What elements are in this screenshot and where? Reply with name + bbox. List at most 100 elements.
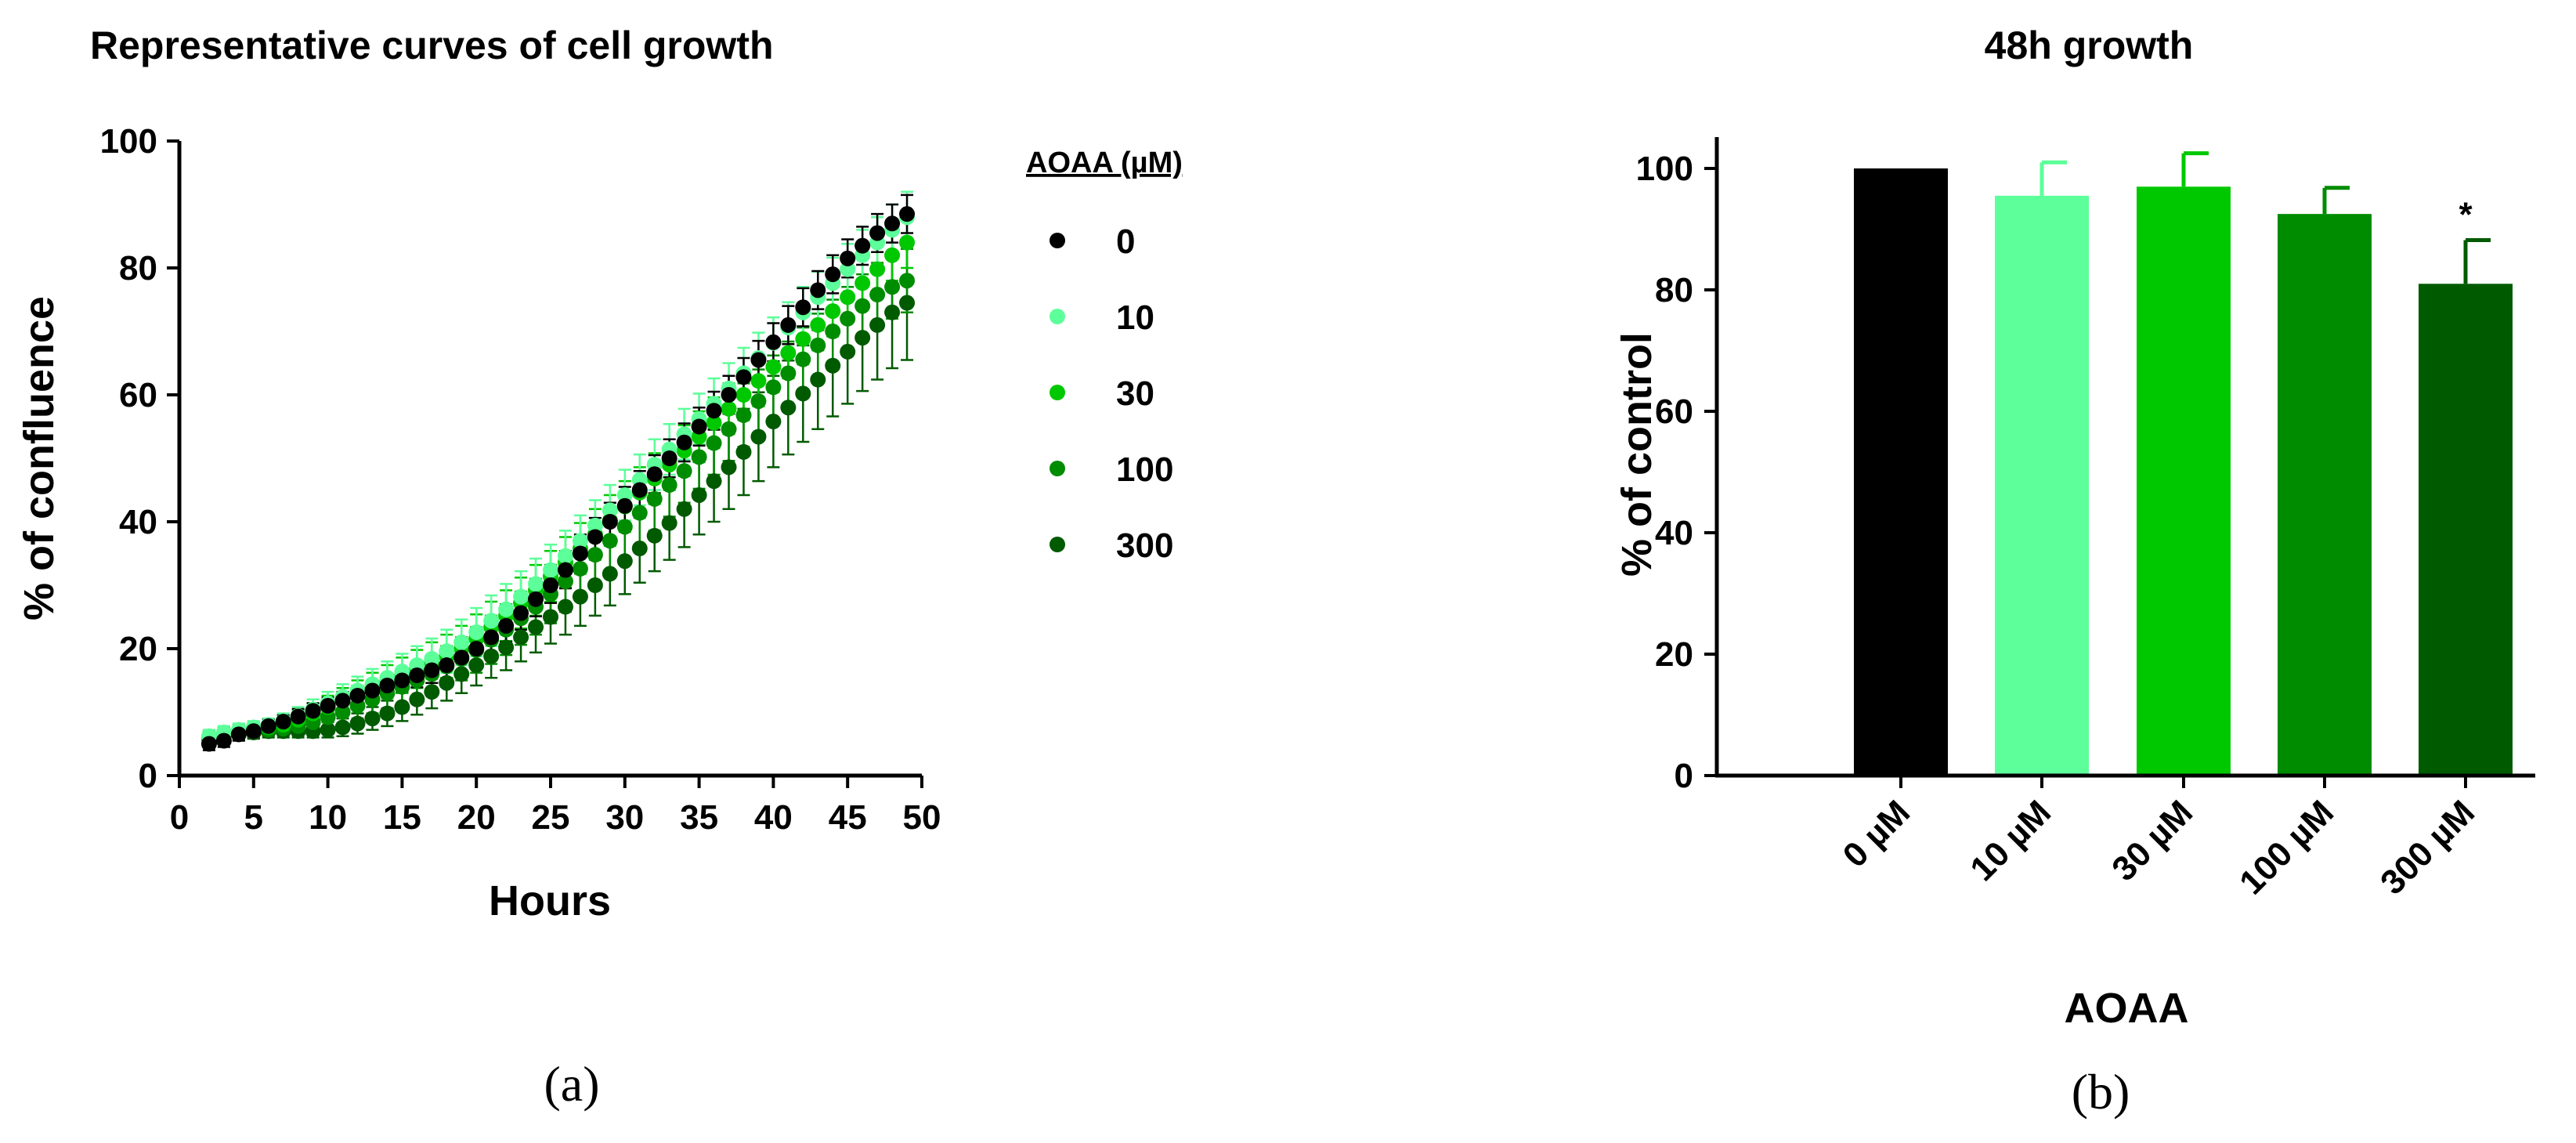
data-point-series-0 xyxy=(587,529,603,545)
data-point-series-30 xyxy=(735,387,752,403)
x-tick-label: 50 xyxy=(903,798,941,837)
data-point-series-30 xyxy=(721,400,737,417)
data-point-series-0 xyxy=(765,334,782,350)
data-point-series-10 xyxy=(543,562,558,578)
data-point-series-0 xyxy=(884,215,901,232)
data-point-series-10 xyxy=(439,643,455,660)
data-point-series-300 xyxy=(795,385,811,402)
data-point-series-0 xyxy=(780,316,797,333)
data-point-series-100 xyxy=(557,573,573,590)
data-point-series-0 xyxy=(245,723,262,740)
data-point-series-100 xyxy=(854,298,871,314)
data-point-series-100 xyxy=(765,379,782,396)
data-point-series-30 xyxy=(869,261,886,277)
legend-marker-300 xyxy=(1050,537,1065,552)
data-point-series-0 xyxy=(899,206,916,222)
data-point-series-100 xyxy=(691,449,707,465)
data-point-series-0 xyxy=(840,250,856,266)
data-point-series-100 xyxy=(616,519,633,535)
data-point-series-100 xyxy=(899,273,916,289)
data-point-series-100 xyxy=(735,407,752,423)
data-point-series-0 xyxy=(379,677,396,693)
data-point-series-0 xyxy=(572,545,588,562)
data-point-series-0 xyxy=(825,266,841,283)
data-point-series-100 xyxy=(334,704,351,720)
data-point-series-30 xyxy=(884,247,901,263)
data-point-series-10 xyxy=(602,502,618,519)
legend-label-10: 10 xyxy=(1116,298,1154,337)
data-point-series-0 xyxy=(468,641,485,657)
data-point-series-0 xyxy=(661,450,677,466)
data-point-series-300 xyxy=(616,553,633,570)
data-point-series-0 xyxy=(557,562,573,578)
x-tick-label: 0 xyxy=(170,798,189,837)
data-point-series-10 xyxy=(528,576,544,592)
data-point-series-0 xyxy=(215,732,232,749)
legend-items: 0 10 30 100 300 xyxy=(1050,222,1173,565)
panel-label-a: (a) xyxy=(544,1056,599,1112)
data-point-series-100 xyxy=(646,490,663,507)
data-point-series-300 xyxy=(646,527,663,544)
data-point-series-30 xyxy=(765,359,782,375)
data-point-series-0 xyxy=(453,649,470,666)
data-point-series-0 xyxy=(364,682,381,699)
y-tick-label: 80 xyxy=(1655,271,1693,309)
legend-marker-0 xyxy=(1050,233,1065,248)
data-point-series-0 xyxy=(810,282,826,298)
chart-b-y-axis-title: % of control xyxy=(1613,332,1660,577)
bar-0-µM xyxy=(1854,168,1948,776)
data-point-series-100 xyxy=(602,533,618,549)
data-point-series-300 xyxy=(661,515,677,531)
data-point-series-0 xyxy=(631,482,648,498)
data-point-series-300 xyxy=(691,486,707,503)
y-tick-label: 40 xyxy=(119,503,157,541)
legend-marker-30 xyxy=(1050,385,1065,400)
data-point-series-100 xyxy=(706,435,722,451)
data-point-series-100 xyxy=(661,477,677,494)
chart-a-legend: AOAA (µM) 0 10 30 100 300 xyxy=(1026,146,1183,565)
panel-b: 48h growth 0 20 40 60 80 100 * 0 µM 10 µM 30 µM… xyxy=(1613,24,2535,1119)
data-point-series-0 xyxy=(230,726,247,743)
y-tick-label: 20 xyxy=(1655,635,1693,674)
chart-a-y-axis-title: % of confluence xyxy=(16,296,63,620)
chart-b-ticks: 0 20 40 60 80 100 xyxy=(1636,150,1717,795)
data-point-series-300 xyxy=(409,691,425,707)
data-point-series-10 xyxy=(572,533,588,549)
x-tick-label: 45 xyxy=(829,798,867,837)
data-point-series-100 xyxy=(631,505,648,521)
data-point-series-30 xyxy=(810,316,826,333)
data-point-series-0 xyxy=(513,605,529,621)
data-point-series-300 xyxy=(394,699,410,715)
x-category-label: 30 µM xyxy=(2105,793,2200,888)
legend-label-300: 300 xyxy=(1116,526,1173,565)
panel-a: Representative curves of cell growth 0 5 1… xyxy=(16,24,1183,1112)
data-point-series-0 xyxy=(854,237,871,254)
bar-300-µM xyxy=(2419,284,2513,776)
x-tick-label: 15 xyxy=(383,798,421,837)
data-point-series-300 xyxy=(379,705,396,722)
data-point-series-0 xyxy=(616,497,633,514)
data-point-series-300 xyxy=(543,609,558,625)
data-point-series-100 xyxy=(869,287,886,303)
data-point-series-10 xyxy=(468,624,485,640)
bar-10-µM xyxy=(1995,195,2089,776)
legend-label-0: 0 xyxy=(1116,222,1135,261)
data-point-series-100 xyxy=(750,393,767,410)
bar-30-µM xyxy=(2137,186,2231,776)
data-point-series-0 xyxy=(676,434,692,450)
y-tick-label: 60 xyxy=(1655,392,1693,431)
y-tick-label: 20 xyxy=(119,630,157,668)
data-point-series-30 xyxy=(899,234,916,251)
data-point-series-300 xyxy=(854,330,871,346)
y-tick-label: 100 xyxy=(1636,150,1693,188)
legend-label-30: 30 xyxy=(1116,374,1154,413)
data-point-series-300 xyxy=(602,566,618,582)
data-point-series-0 xyxy=(349,687,366,704)
data-point-series-100 xyxy=(780,365,797,382)
data-point-series-300 xyxy=(735,443,752,460)
chart-a-error-bars xyxy=(202,190,914,751)
data-point-series-300 xyxy=(587,577,603,593)
data-point-series-300 xyxy=(424,684,440,700)
data-point-series-30 xyxy=(750,373,767,389)
